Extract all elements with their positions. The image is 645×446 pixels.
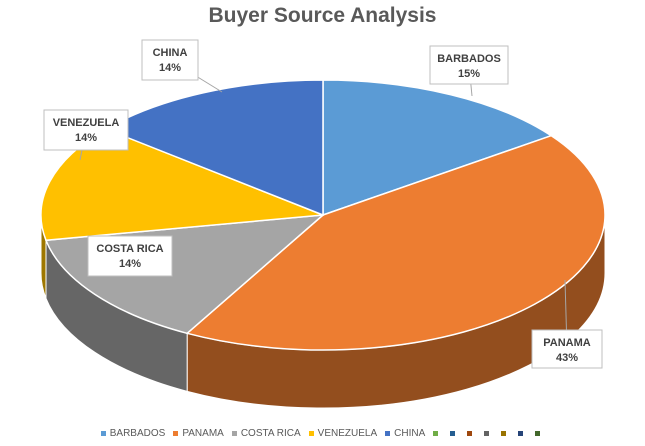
slice-barbados: [322, 79, 553, 217]
legend-item-empty: [433, 431, 442, 436]
data-label-category: COSTA RICA: [96, 243, 163, 255]
legend-swatch: [100, 431, 106, 436]
legend-item-empty: [484, 431, 493, 436]
legend-swatch: [467, 431, 473, 436]
legend-swatch: [433, 431, 439, 436]
legend-swatch: [173, 431, 179, 436]
legend-swatch: [535, 431, 541, 436]
legend-label: CHINA: [394, 428, 426, 439]
data-label-box: [87, 235, 173, 277]
legend-label: COSTA RICA: [240, 428, 301, 439]
legend-item-panama: PANAMA: [173, 428, 224, 439]
data-label-value: 14%: [119, 258, 141, 270]
data-label-china: CHINA 14%: [141, 39, 223, 93]
legend-item-china: CHINA: [385, 428, 425, 439]
legend-swatch: [231, 431, 237, 436]
data-label-value: 14%: [75, 132, 97, 144]
data-label-costa-rica: COSTA RICA 14%: [87, 235, 173, 277]
legend-label: PANAMA: [182, 428, 224, 439]
legend-swatch: [385, 431, 391, 436]
legend-item-empty: [518, 431, 527, 436]
legend-label: BARBADOS: [109, 428, 166, 439]
legend-item-venezuela: VENEZUELA: [308, 428, 378, 439]
legend-item-empty: [450, 431, 459, 436]
legend: BARBADOS PANAMA COSTA RICA VENEZUELA CHINA: [0, 428, 645, 439]
data-label-category: CHINA: [153, 47, 188, 59]
legend-item-empty: [535, 431, 544, 436]
data-label-barbados: BARBADOS 15%: [429, 45, 509, 97]
data-label-value: 14%: [159, 62, 181, 74]
legend-swatch: [484, 431, 490, 436]
data-label-box: [141, 39, 199, 81]
data-label-category: PANAMA: [543, 337, 591, 349]
slice-panama: [185, 134, 606, 351]
legend-item-empty: [501, 431, 510, 436]
legend-swatch: [308, 431, 314, 436]
legend-label: VENEZUELA: [317, 428, 378, 439]
chart-title: Buyer Source Analysis: [208, 4, 437, 27]
legend-swatch: [450, 431, 456, 436]
data-label-box: [429, 45, 509, 85]
data-label-category: BARBADOS: [437, 53, 501, 65]
data-label-venezuela: VENEZUELA 14%: [43, 109, 129, 161]
legend-swatch: [518, 431, 524, 436]
legend-swatch: [501, 431, 507, 436]
data-label-value: 43%: [556, 352, 578, 364]
legend-item-empty: [467, 431, 476, 436]
data-label-box: [43, 109, 129, 151]
data-label-panama: PANAMA 43%: [531, 279, 603, 369]
data-label-value: 15%: [458, 68, 480, 80]
data-label-box: [531, 329, 603, 369]
legend-item-barbados: BARBADOS: [100, 428, 166, 439]
legend-item-costa-rica: COSTA RICA: [231, 428, 301, 439]
data-label-category: VENEZUELA: [53, 117, 120, 129]
